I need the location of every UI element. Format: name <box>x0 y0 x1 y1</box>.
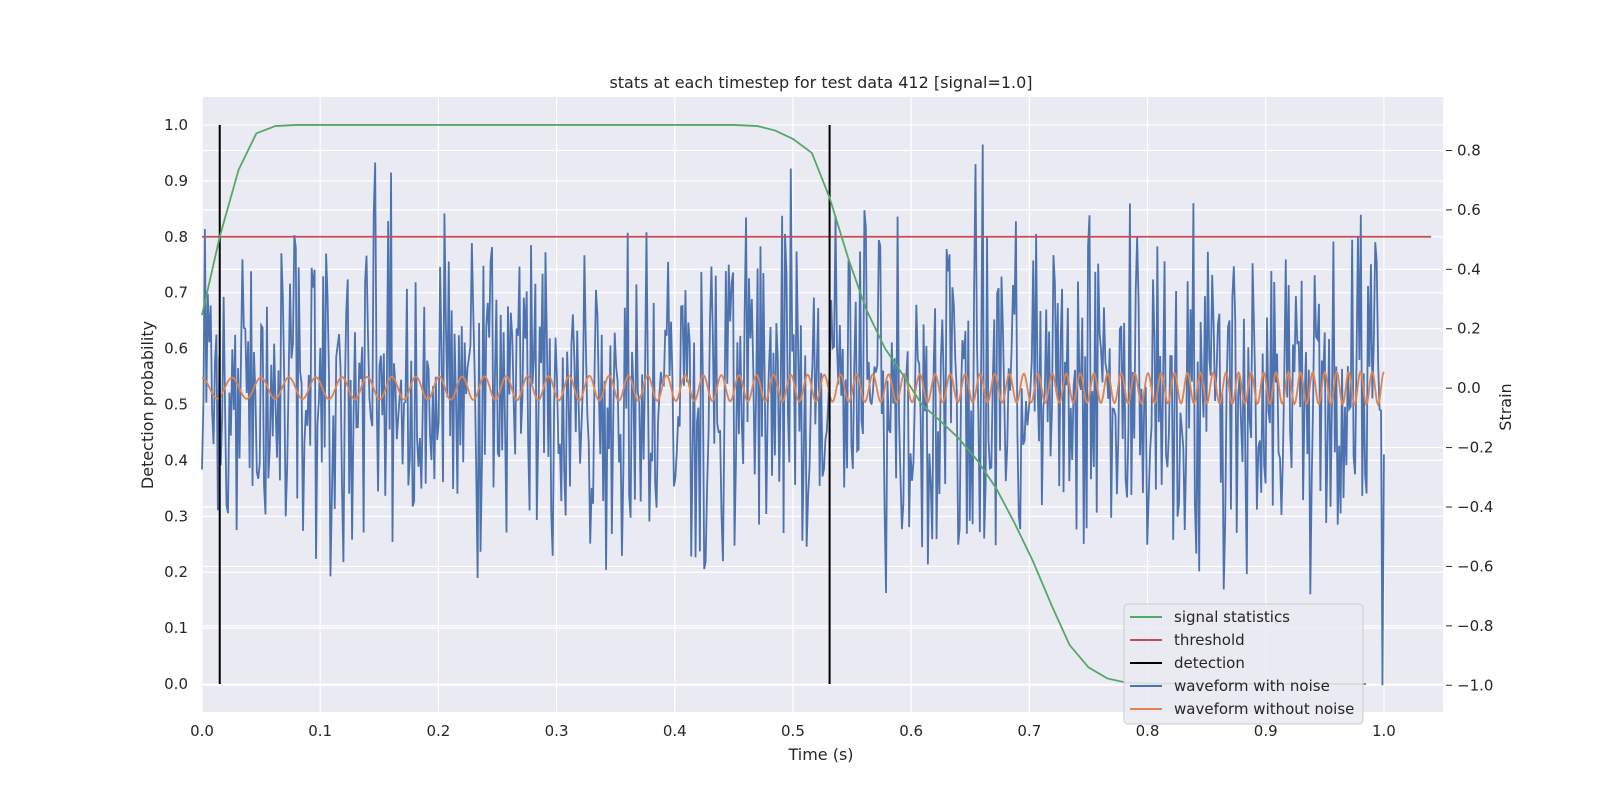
x-axis-label: Time (s) <box>787 745 853 764</box>
y2-tick-label: −0.2 <box>1457 439 1493 457</box>
y-tick-label: 0.5 <box>164 396 188 414</box>
series-waveform-with-noise <box>201 144 1385 686</box>
y2-tick-label: 0.4 <box>1457 260 1481 278</box>
legend-label: signal statistics <box>1174 608 1290 626</box>
y-tick-label: 0.8 <box>164 228 188 246</box>
x-tick-label: 0.7 <box>1017 722 1041 740</box>
y2-tick-label: 0.6 <box>1457 201 1481 219</box>
chart-title: stats at each timestep for test data 412… <box>609 73 1032 92</box>
y-tick-label: 0.0 <box>164 675 188 693</box>
legend-label: detection <box>1174 654 1245 672</box>
x-tick-label: 1.0 <box>1372 722 1396 740</box>
x-tick-label: 0.1 <box>308 722 332 740</box>
y-tick-label: 0.7 <box>164 284 188 302</box>
y-axis-label: Detection probability <box>138 321 157 489</box>
y2-tick-label: 0.0 <box>1457 379 1481 397</box>
y-tick-label: 1.0 <box>164 116 188 134</box>
legend: signal statistics threshold detection wavef… <box>1123 603 1364 725</box>
x-tick-label: 0.3 <box>545 722 569 740</box>
x-tick-label: 0.8 <box>1136 722 1160 740</box>
legend-label: waveform with noise <box>1174 677 1330 695</box>
x-tick-label: 0.6 <box>899 722 923 740</box>
legend-label: threshold <box>1174 631 1245 649</box>
series-signal-statistics <box>201 124 1367 685</box>
y2-tick-label: −0.6 <box>1457 557 1493 575</box>
y-tick-label: 0.3 <box>164 507 188 525</box>
y2-axis-label: Strain <box>1496 383 1515 430</box>
x-tick-label: 0.4 <box>663 722 687 740</box>
y-tick-label: 0.2 <box>164 563 188 581</box>
y2-tick-label: −0.8 <box>1457 617 1493 635</box>
x-tick-label: 0.0 <box>190 722 214 740</box>
y2-tick-label: −0.4 <box>1457 498 1493 516</box>
y2-tick-label: 0.8 <box>1457 141 1481 159</box>
x-tick-label: 0.9 <box>1254 722 1278 740</box>
legend-label: waveform without noise <box>1174 700 1354 718</box>
y2-tick-label: 0.2 <box>1457 320 1481 338</box>
y-tick-labels: 0.0 0.1 0.2 0.3 0.4 0.5 0.6 0.7 0.8 0.9 1.0 <box>164 116 188 693</box>
x-tick-labels: 0.0 0.1 0.2 0.3 0.4 0.5 0.6 0.7 0.8 0.9 1.0 <box>190 722 1396 740</box>
x-tick-label: 0.2 <box>426 722 450 740</box>
x-tick-label: 0.5 <box>781 722 805 740</box>
series-waveform-without-noise <box>201 370 1385 407</box>
y-tick-label: 0.6 <box>164 340 188 358</box>
y-tick-label: 0.9 <box>164 172 188 190</box>
y2-tick-label: −1.0 <box>1457 676 1493 694</box>
y2-tick-labels: −1.0 −0.8 −0.6 −0.4 −0.2 0.0 0.2 0.4 0.6 0.8 <box>1446 141 1493 694</box>
y-tick-label: 0.4 <box>164 451 188 469</box>
series-layer <box>201 124 1432 686</box>
y-tick-label: 0.1 <box>164 619 188 637</box>
legend-box <box>1123 603 1364 725</box>
